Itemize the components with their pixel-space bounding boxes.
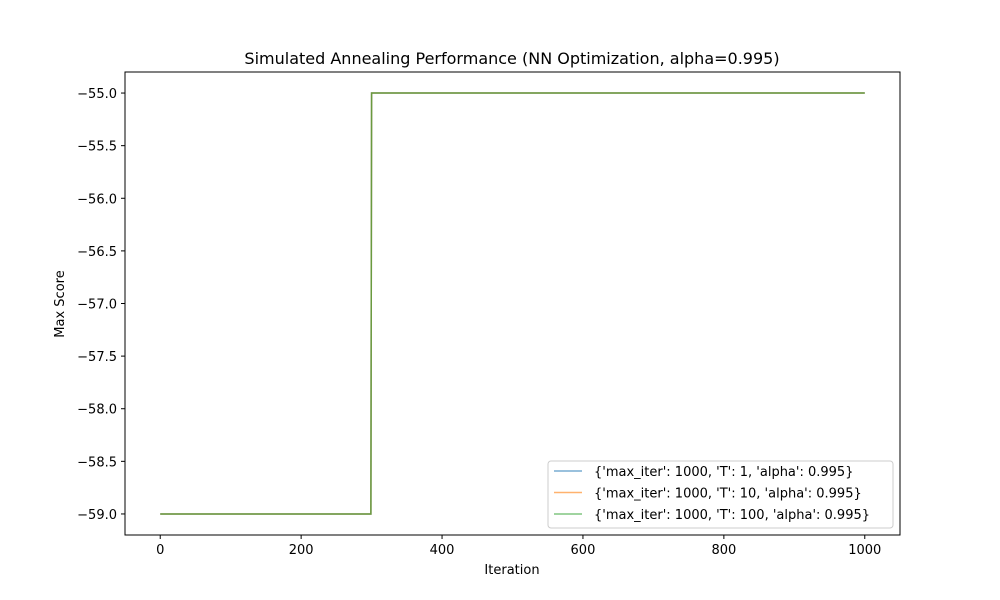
series-line-3 [160, 92, 865, 515]
x-tick-label: 0 [156, 543, 164, 558]
legend-label-1: {'max_iter': 1000, 'T': 1, 'alpha': 0.99… [594, 465, 853, 480]
x-axis-label: Iteration [484, 563, 539, 578]
y-axis: −59.0 −58.5 −58.0 −57.5 −57.0 −56.5 −56.0 −55.5… [77, 87, 125, 523]
y-tick-label: −58.0 [77, 403, 117, 418]
legend-box [547, 460, 894, 529]
legend-label-2: {'max_iter': 1000, 'T': 10, 'alpha': 0.9… [594, 487, 862, 502]
y-tick-label: −58.5 [77, 455, 117, 470]
y-tick-label: −57.0 [77, 298, 117, 313]
y-tick-label: −59.0 [77, 508, 117, 523]
y-tick-label: −57.5 [77, 350, 117, 365]
x-tick-label: 800 [711, 543, 736, 558]
series-layer [160, 92, 865, 515]
x-tick-label: 1000 [848, 543, 881, 558]
chart-title: Simulated Annealing Performance (NN Opti… [244, 49, 779, 68]
x-tick-label: 400 [430, 543, 455, 558]
legend: {'max_iter': 1000, 'T': 1, 'alpha': 0.99… [547, 460, 894, 529]
x-axis: 0 200 400 600 800 1000 [156, 535, 881, 558]
x-tick-label: 600 [571, 543, 596, 558]
y-axis-label: Max Score [53, 270, 68, 337]
y-tick-label: −55.5 [77, 140, 117, 155]
y-tick-label: −56.5 [77, 245, 117, 260]
y-tick-label: −55.0 [77, 87, 117, 102]
y-tick-label: −56.0 [77, 192, 117, 207]
x-tick-label: 200 [289, 543, 314, 558]
legend-label-3: {'max_iter': 1000, 'T': 100, 'alpha': 0.… [594, 508, 870, 523]
